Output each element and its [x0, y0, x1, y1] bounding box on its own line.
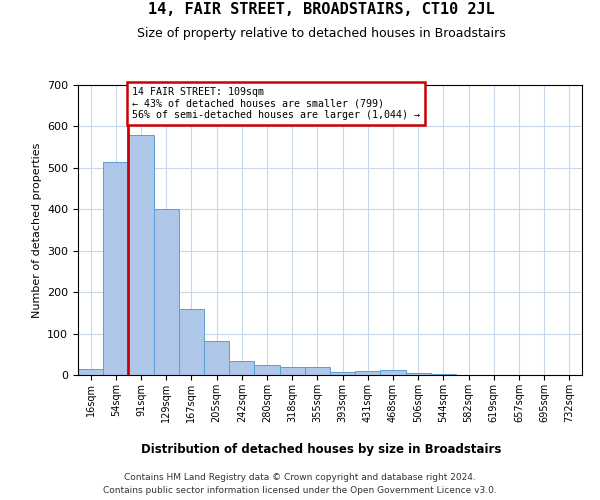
Bar [355, 371, 380, 375]
Bar [254, 364, 280, 375]
Bar [280, 366, 305, 375]
Text: Size of property relative to detached houses in Broadstairs: Size of property relative to detached ho… [137, 28, 505, 40]
Bar [78, 369, 103, 375]
Bar [154, 210, 179, 375]
Bar [305, 366, 330, 375]
Bar [380, 370, 406, 375]
Bar [229, 360, 254, 375]
Text: 14, FAIR STREET, BROADSTAIRS, CT10 2JL: 14, FAIR STREET, BROADSTAIRS, CT10 2JL [148, 2, 494, 18]
Bar [431, 374, 456, 375]
Bar [330, 372, 355, 375]
Bar [128, 134, 154, 375]
Text: Distribution of detached houses by size in Broadstairs: Distribution of detached houses by size … [141, 442, 501, 456]
Text: 14 FAIR STREET: 109sqm
← 43% of detached houses are smaller (799)
56% of semi-de: 14 FAIR STREET: 109sqm ← 43% of detached… [132, 87, 420, 120]
Text: Contains HM Land Registry data © Crown copyright and database right 2024.: Contains HM Land Registry data © Crown c… [124, 472, 476, 482]
Bar [103, 162, 128, 375]
Y-axis label: Number of detached properties: Number of detached properties [32, 142, 41, 318]
Bar [179, 308, 204, 375]
Bar [406, 372, 431, 375]
Text: Contains public sector information licensed under the Open Government Licence v3: Contains public sector information licen… [103, 486, 497, 495]
Bar [204, 341, 229, 375]
